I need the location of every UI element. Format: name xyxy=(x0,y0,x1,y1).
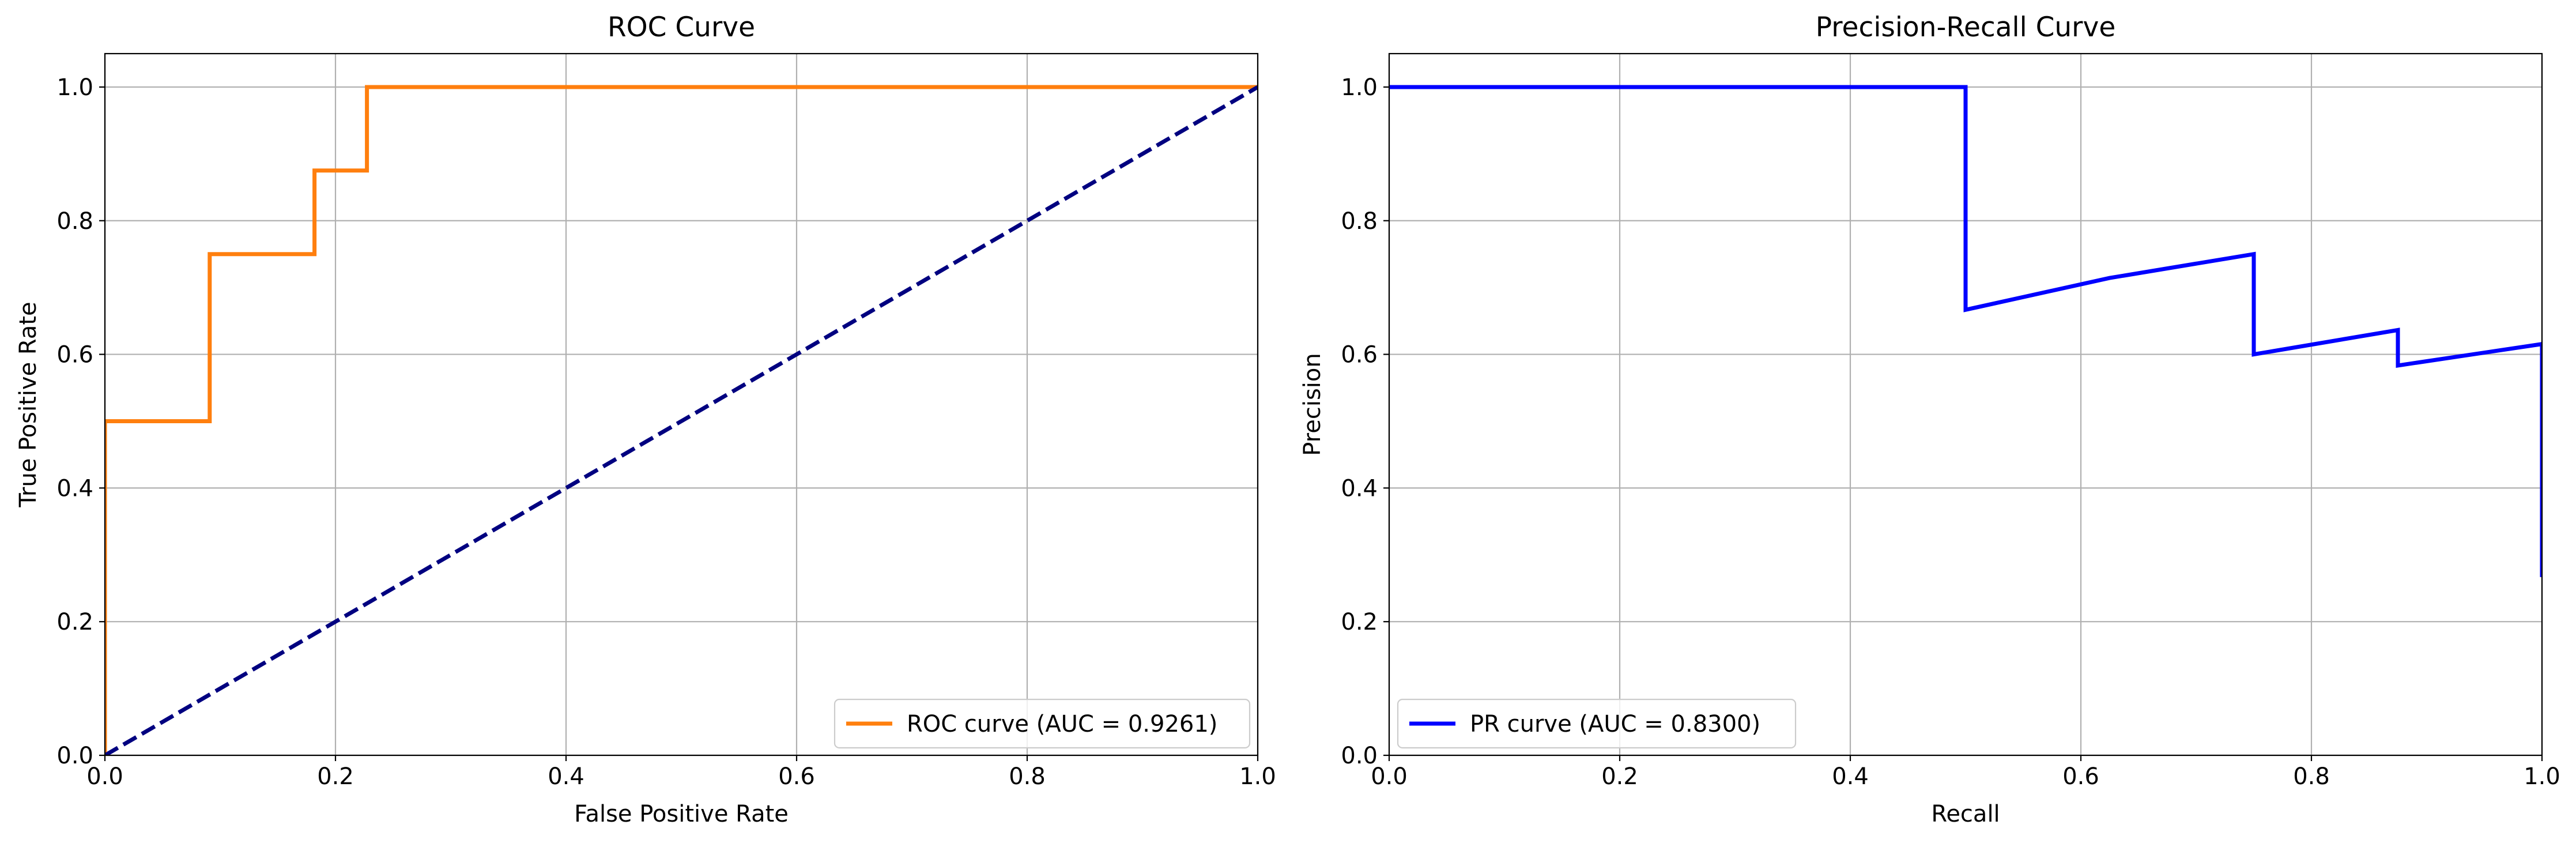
reference-line-2 xyxy=(105,85,1258,755)
y-tick-label: 0.4 xyxy=(56,475,93,502)
x-axis-label: Recall xyxy=(1931,801,2000,827)
y-tick-label: 1.0 xyxy=(56,74,93,101)
legend: PR curve (AUC = 0.8300) xyxy=(1397,698,1797,749)
y-axis-label: True Positive Rate xyxy=(15,302,42,507)
y-tick-label: 0.8 xyxy=(56,208,93,235)
chart-panel-2: 0.0 0.2 0.4 0.6 0.8 1.0 0.0 0.2 0.4 0.6 0.8 1.0 Prec… xyxy=(1299,12,2560,827)
chart-title: Precision-Recall Curve xyxy=(1816,12,2116,43)
legend: ROC curve (AUC = 0.9261) xyxy=(833,698,1251,749)
y-tick-label: 0.2 xyxy=(56,609,93,635)
x-tick-label: 0.2 xyxy=(317,763,354,790)
series-line-1 xyxy=(1389,85,2542,577)
x-tick-label: 0.4 xyxy=(548,763,584,790)
x-tick-label: 0.6 xyxy=(2062,763,2099,790)
y-tick-label: 0.0 xyxy=(1341,743,1378,769)
x-tick-label: 0.0 xyxy=(1371,763,1408,790)
x-tick-label: 0.4 xyxy=(1832,763,1869,790)
y-axis-label: Precision xyxy=(1299,353,1326,456)
legend-box xyxy=(833,698,1251,749)
x-axis-label: False Positive Rate xyxy=(574,801,789,827)
y-tick-label: 0.4 xyxy=(1341,475,1378,502)
axes-frame xyxy=(1388,52,2543,756)
x-tick-label: 0.8 xyxy=(2293,763,2330,790)
x-tick-label: 0.6 xyxy=(778,763,815,790)
x-tick-label: 0.0 xyxy=(86,763,123,790)
y-tick-label: 1.0 xyxy=(1341,74,1378,101)
legend-label: PR curve (AUC = 0.8300) xyxy=(1470,711,1760,737)
series-line-1 xyxy=(105,85,1258,755)
x-tick-label: 1.0 xyxy=(1239,763,1276,790)
chart-panel-1: 0.0 0.2 0.4 0.6 0.8 1.0 0.0 0.2 0.4 0.6 0.8 1.0 ROC … xyxy=(15,12,1276,827)
chart-title: ROC Curve xyxy=(608,12,755,43)
y-tick-label: 0.0 xyxy=(56,743,93,769)
legend-label: ROC curve (AUC = 0.9261) xyxy=(907,711,1217,737)
y-tick-label: 0.8 xyxy=(1341,208,1378,235)
axes-frame xyxy=(104,52,1259,756)
y-tick-label: 0.6 xyxy=(1341,342,1378,368)
x-tick-label: 0.2 xyxy=(1601,763,1638,790)
x-tick-label: 0.8 xyxy=(1009,763,1046,790)
x-tick-label: 1.0 xyxy=(2524,763,2560,790)
y-tick-label: 0.6 xyxy=(56,342,93,368)
legend-box xyxy=(1397,698,1797,749)
y-tick-label: 0.2 xyxy=(1341,609,1378,635)
